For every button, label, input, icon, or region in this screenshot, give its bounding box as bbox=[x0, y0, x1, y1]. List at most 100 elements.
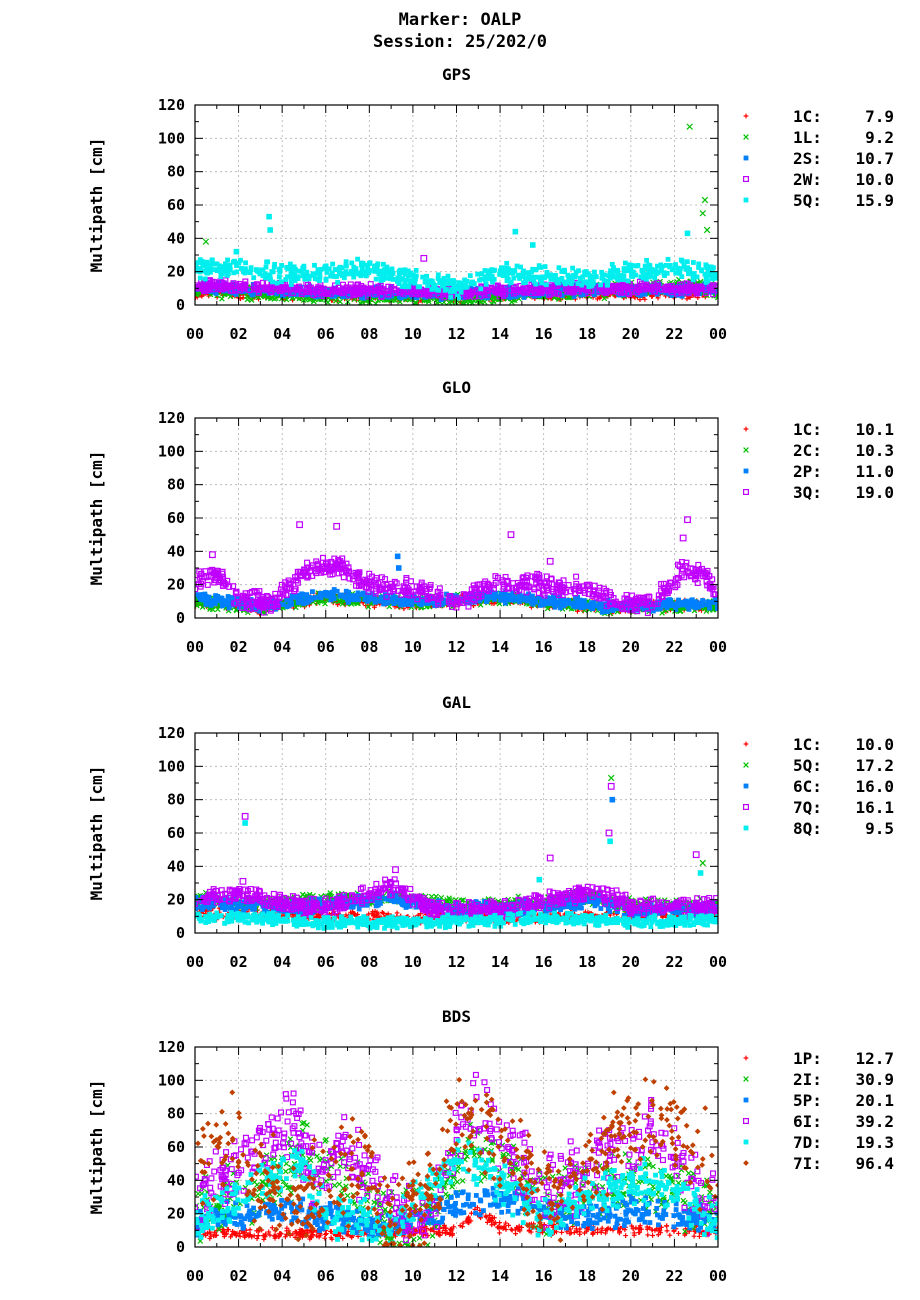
legend-marker bbox=[743, 426, 749, 432]
legend-entry: 1C: 7.9 bbox=[743, 107, 894, 126]
legend-marker bbox=[743, 741, 749, 747]
x-tick-label: 22 bbox=[665, 325, 683, 343]
legend-label: 2I: bbox=[793, 1070, 822, 1089]
series-5q bbox=[195, 256, 718, 301]
x-tick-label: 06 bbox=[317, 638, 335, 656]
outlier-point bbox=[609, 796, 616, 803]
x-tick-label: 10 bbox=[404, 953, 422, 971]
x-tick-label: 16 bbox=[535, 953, 553, 971]
legend-marker bbox=[743, 113, 749, 119]
legend-label: 1C: bbox=[793, 107, 822, 126]
legend-label: 5Q: bbox=[793, 191, 822, 210]
legend-entry: 1L: 9.2 bbox=[743, 128, 894, 147]
x-tick-label: 04 bbox=[273, 638, 291, 656]
y-tick-label: 20 bbox=[167, 576, 185, 594]
legend-label: 5Q: bbox=[793, 756, 822, 775]
outlier-point bbox=[267, 227, 273, 233]
y-tick-label: 80 bbox=[167, 1105, 185, 1123]
y-tick-label: 40 bbox=[167, 542, 185, 560]
legend-marker bbox=[743, 197, 749, 203]
y-tick-label: 120 bbox=[158, 96, 185, 114]
x-tick-label: 12 bbox=[447, 1267, 465, 1285]
legend-entry: 2S: 10.7 bbox=[743, 149, 894, 168]
legend-entry: 6I: 39.2 bbox=[742, 1112, 894, 1131]
y-tick-label: 100 bbox=[158, 442, 185, 460]
x-tick-label: 02 bbox=[230, 1267, 248, 1285]
outlier-point bbox=[239, 877, 247, 885]
marker-title: Marker: OALP bbox=[398, 10, 522, 30]
x-tick-label: 14 bbox=[491, 325, 509, 343]
legend-value: 9.2 bbox=[865, 128, 894, 147]
y-tick-label: 80 bbox=[167, 791, 185, 809]
x-tick-label: 16 bbox=[535, 638, 553, 656]
outlier-point bbox=[241, 812, 249, 820]
legend-value: 16.1 bbox=[855, 798, 894, 817]
data-points bbox=[195, 554, 718, 617]
legend-marker bbox=[743, 1076, 749, 1082]
legend-marker bbox=[742, 803, 749, 810]
chart-panel-glo: GLO 0 20 40 60 80 100 120 00 02 04 06 08 10 12 14 16 18 20… bbox=[87, 378, 894, 656]
chart-title: GAL bbox=[442, 693, 471, 712]
session-title: Session: 25/202/0 bbox=[373, 32, 547, 52]
legend-label: 6I: bbox=[793, 1112, 822, 1131]
chart-panel-bds: BDS 0 20 40 60 80 100 120 00 02 04 06 08 10 12 14 16 18 20… bbox=[87, 1007, 894, 1285]
x-tick-label: 00 bbox=[186, 1267, 204, 1285]
legend-entry: 6C: 16.0 bbox=[743, 777, 894, 796]
chart-panel-gps: GPS 0 20 40 60 80 100 120 00 02 04 06 08 10 12 14 16 18 20… bbox=[87, 65, 894, 343]
legend-entry: 5Q: 15.9 bbox=[743, 191, 894, 210]
y-tick-label: 40 bbox=[167, 857, 185, 875]
legend-entry: 5P: 20.1 bbox=[743, 1091, 894, 1110]
x-tick-label: 20 bbox=[622, 953, 640, 971]
x-tick-label: 00 bbox=[709, 953, 727, 971]
x-tick-label: 00 bbox=[709, 325, 727, 343]
x-tick-label: 20 bbox=[622, 325, 640, 343]
x-tick-label: 18 bbox=[578, 1267, 596, 1285]
outlier-point bbox=[209, 551, 216, 559]
data-points bbox=[195, 1071, 718, 1247]
x-tick-label: 08 bbox=[360, 638, 378, 656]
legend-entry: 7I: 96.4 bbox=[743, 1154, 894, 1173]
legend-label: 6C: bbox=[793, 777, 822, 796]
legend-entry: 2W: 10.0 bbox=[742, 170, 894, 189]
x-tick-label: 12 bbox=[447, 638, 465, 656]
outlier-point bbox=[202, 238, 210, 245]
outlier-point bbox=[605, 829, 613, 837]
x-tick-label: 08 bbox=[360, 325, 378, 343]
legend-marker bbox=[742, 1117, 749, 1124]
legend-value: 10.3 bbox=[855, 441, 894, 460]
legend-value: 19.0 bbox=[855, 483, 894, 502]
outlier-point bbox=[679, 534, 687, 542]
legend-marker bbox=[742, 176, 749, 183]
x-tick-label: 16 bbox=[535, 325, 553, 343]
legend-label: 2C: bbox=[793, 441, 822, 460]
legend-marker bbox=[743, 468, 749, 474]
y-axis-label: Multipath [cm] bbox=[87, 138, 106, 273]
x-tick-label: 04 bbox=[273, 325, 291, 343]
x-tick-label: 02 bbox=[230, 325, 248, 343]
y-tick-label: 60 bbox=[167, 824, 185, 842]
x-tick-label: 18 bbox=[578, 325, 596, 343]
chart-panel-gal: GAL 0 20 40 60 80 100 120 00 02 04 06 08 10 12 14 16 18 20… bbox=[87, 693, 894, 971]
legend-value: 16.0 bbox=[855, 777, 894, 796]
y-tick-label: 20 bbox=[167, 1205, 185, 1223]
x-tick-label: 00 bbox=[709, 1267, 727, 1285]
outlier-point bbox=[692, 851, 700, 859]
series-2w bbox=[195, 277, 718, 301]
x-tick-label: 04 bbox=[273, 1267, 291, 1285]
legend-value: 39.2 bbox=[855, 1112, 894, 1131]
legend-marker bbox=[743, 762, 749, 768]
legend-value: 20.1 bbox=[855, 1091, 894, 1110]
x-tick-label: 12 bbox=[447, 953, 465, 971]
outlier-point bbox=[701, 196, 709, 204]
outlier-point bbox=[546, 557, 554, 565]
y-tick-label: 100 bbox=[158, 129, 185, 147]
legend-value: 30.9 bbox=[855, 1070, 894, 1089]
x-tick-label: 06 bbox=[317, 325, 335, 343]
legend-marker bbox=[743, 134, 749, 140]
x-tick-label: 16 bbox=[535, 1267, 553, 1285]
y-tick-label: 60 bbox=[167, 1138, 185, 1156]
series-7d bbox=[195, 1138, 718, 1246]
outlier-points bbox=[202, 123, 711, 262]
y-axis-label: Multipath [cm] bbox=[87, 451, 106, 586]
